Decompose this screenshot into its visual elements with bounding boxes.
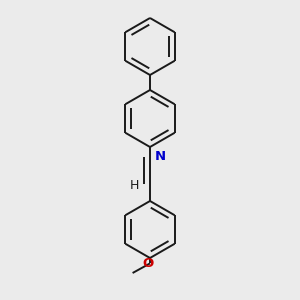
Text: N: N xyxy=(155,149,166,163)
Text: O: O xyxy=(142,257,154,270)
Text: H: H xyxy=(130,179,139,192)
